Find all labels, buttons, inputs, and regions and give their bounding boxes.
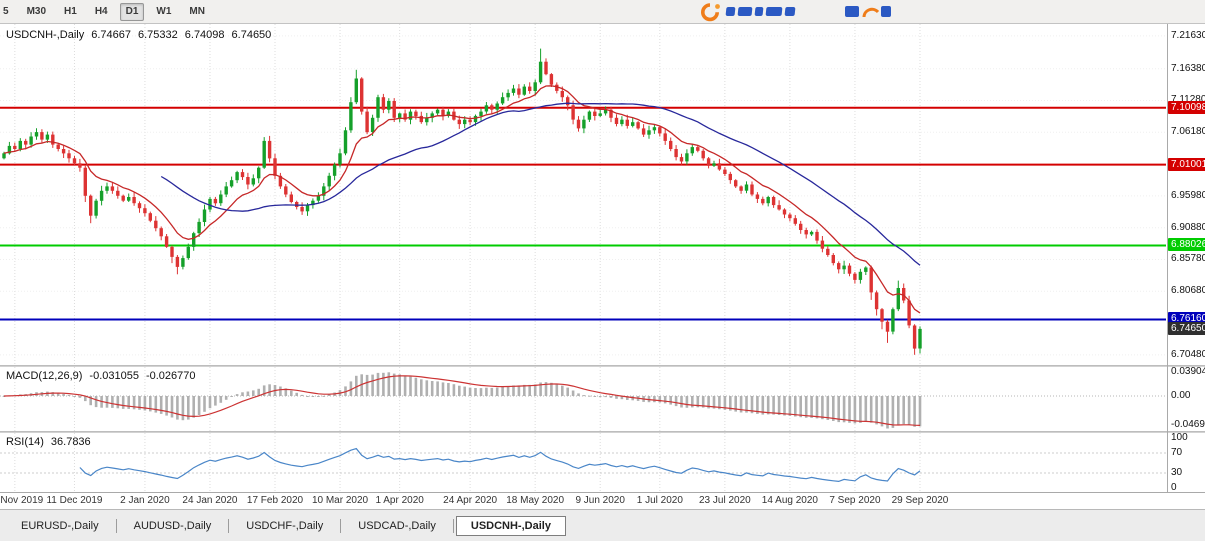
rsi-axis-label: 100 xyxy=(1171,432,1188,443)
tab-divider xyxy=(340,518,342,533)
time-axis-label: 7 Sep 2020 xyxy=(829,495,881,506)
time-axis-label: 2 Jan 2020 xyxy=(120,495,170,506)
time-axis-label: 24 Jan 2020 xyxy=(182,495,238,506)
time-axis-label: 24 Apr 2020 xyxy=(443,495,498,506)
time-axis-label: 23 Jul 2020 xyxy=(699,495,751,506)
rsi-indicator-label: RSI(14) 36.7836 xyxy=(6,436,98,448)
chart-tab-usdchfdaily[interactable]: USDCHF-,Daily xyxy=(246,519,324,532)
timeframe-button-h1[interactable]: H1 xyxy=(64,5,77,17)
candlestick-layer xyxy=(2,48,922,355)
price-axis-label: 6.85780 xyxy=(1171,253,1205,265)
time-axis-label: 1 Jul 2020 xyxy=(636,495,683,506)
symbol-timeframe-label: USDCNH-,Daily xyxy=(6,29,85,41)
timeframe-toolbar: 5 M30 H1 H4 D1 W1 MN xyxy=(0,0,1205,24)
price-axis-label: 6.80680 xyxy=(1171,285,1205,297)
chart-ohlc-label: USDCNH-,Daily 6.74667 6.75332 6.74098 6.7465… xyxy=(6,29,278,41)
time-axis-separator xyxy=(0,492,1205,493)
time-axis-label: 9 Jun 2020 xyxy=(575,495,625,506)
price-level-badge: 6.76160 xyxy=(1168,312,1205,326)
timeframe-button-mn[interactable]: MN xyxy=(189,5,205,17)
ohlc-low: 6.74098 xyxy=(184,29,225,41)
panel-splitter-rsi[interactable] xyxy=(0,431,1205,433)
price-axis-label: 6.90880 xyxy=(1171,221,1205,233)
chart-tab-usdcnhdaily[interactable]: USDCNH-,Daily xyxy=(455,515,566,536)
timeframe-button-d1[interactable]: D1 xyxy=(119,2,145,21)
price-axis-label: 6.95980 xyxy=(1171,189,1205,201)
price-level-badge: 7.01001 xyxy=(1168,157,1205,171)
current-price-badge: 6.74650 xyxy=(1168,321,1205,335)
ohlc-high: 6.75332 xyxy=(138,29,178,41)
ma-slow-line xyxy=(160,102,921,266)
time-axis-label: 11 Dec 2019 xyxy=(46,495,103,506)
rsi-axis-label: 30 xyxy=(1171,467,1183,478)
ohlc-close: 6.74650 xyxy=(231,29,272,41)
time-axis-label: 1 Apr 2020 xyxy=(375,495,424,506)
ohlc-open: 6.74667 xyxy=(91,29,131,41)
chart-tab-usdcaddaily[interactable]: USDCAD-,Daily xyxy=(358,519,436,532)
panel-splitter-macd[interactable] xyxy=(0,365,1205,367)
time-axis-label: 17 Feb 2020 xyxy=(246,495,304,506)
macd-value-signal: -0.026770 xyxy=(145,370,196,382)
price-chart-canvas[interactable] xyxy=(0,24,1166,365)
macd-value-main: -0.031055 xyxy=(89,370,139,382)
time-axis-label: 29 Sep 2020 xyxy=(891,495,949,506)
chart-tab-bar: EURUSD-,Daily AUDUSD-,Daily USDCHF-,Daily U… xyxy=(0,509,1205,541)
price-axis-label: 7.06180 xyxy=(1171,126,1205,138)
macd-axis-label: -0.046955 xyxy=(1171,419,1205,431)
macd-axis-label: 0.039044 xyxy=(1171,365,1205,377)
price-axis-label: 7.16380 xyxy=(1171,62,1205,74)
rsi-canvas[interactable] xyxy=(0,433,1166,492)
timeframe-button-5[interactable]: 5 xyxy=(3,5,9,17)
timeframe-buttons: 5 M30 H1 H4 D1 W1 MN xyxy=(0,2,214,21)
price-scale-separator xyxy=(1167,24,1168,493)
macd-indicator-label: MACD(12,26,9) -0.031055 -0.026770 xyxy=(6,370,203,382)
macd-canvas[interactable] xyxy=(0,367,1166,431)
brand-logo xyxy=(701,3,891,22)
chart-tab-eurusddaily[interactable]: EURUSD-,Daily xyxy=(21,519,99,532)
price-axis-label: 7.11280 xyxy=(1171,94,1205,106)
rsi-value: 36.7836 xyxy=(50,436,91,448)
macd-histogram xyxy=(2,372,922,429)
timeframe-button-w1[interactable]: W1 xyxy=(156,5,172,17)
tab-divider xyxy=(452,518,454,533)
time-axis-label: 19 Nov 2019 xyxy=(0,495,44,506)
macd-signal-line xyxy=(3,375,921,426)
time-axis-label: 18 May 2020 xyxy=(506,495,565,506)
tab-divider xyxy=(228,518,230,533)
ma-fast-line xyxy=(3,85,921,314)
price-axis-label: 6.70480 xyxy=(1171,348,1205,360)
rsi-axis-label: 70 xyxy=(1171,447,1183,458)
tab-divider xyxy=(115,518,117,533)
time-axis-label: 14 Aug 2020 xyxy=(761,495,818,506)
timeframe-button-h4[interactable]: H4 xyxy=(94,5,108,17)
timeframe-button-m30[interactable]: M30 xyxy=(26,5,47,17)
rsi-line xyxy=(79,447,921,483)
rsi-name: RSI(14) xyxy=(6,436,44,448)
price-axis-label: 7.21630 xyxy=(1171,29,1205,41)
price-level-badge: 7.10098 xyxy=(1168,100,1205,114)
macd-axis-label: 0.00 xyxy=(1171,390,1191,401)
price-level-badge: 6.88026 xyxy=(1168,238,1205,252)
macd-name: MACD(12,26,9) xyxy=(6,370,83,382)
chart-tab-audusddaily[interactable]: AUDUSD-,Daily xyxy=(133,519,212,532)
time-axis-label: 10 Mar 2020 xyxy=(311,495,369,506)
